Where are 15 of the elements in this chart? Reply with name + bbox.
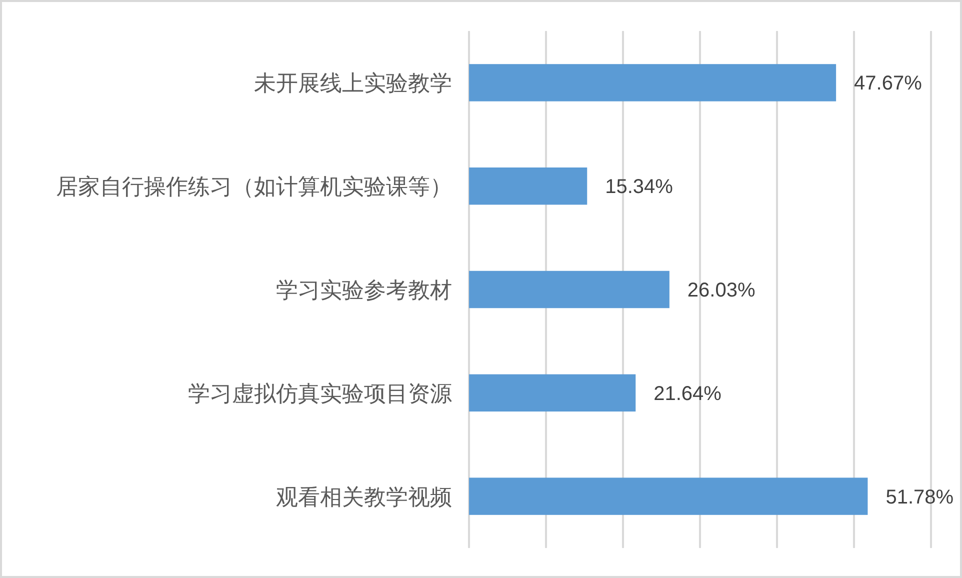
data-label: 26.03%	[687, 280, 756, 302]
bar	[469, 167, 588, 205]
data-label: 15.34%	[605, 176, 674, 198]
y-tick-label: 观看相关教学视频	[276, 485, 452, 510]
data-label: 51.78%	[886, 486, 954, 508]
bar	[469, 478, 868, 515]
y-tick-label: 居家自行操作练习（如计算机实验课等）	[56, 175, 452, 200]
data-label: 47.67%	[854, 72, 922, 95]
bar	[469, 374, 636, 412]
bar	[469, 64, 836, 102]
y-tick-label: 未开展线上实验教学	[254, 72, 452, 97]
bar	[469, 270, 670, 308]
y-tick-label: 学习虚拟仿真实验项目资源	[188, 382, 452, 407]
y-tick-label: 学习实验参考教材	[276, 278, 452, 304]
data-label: 21.64%	[654, 382, 722, 405]
